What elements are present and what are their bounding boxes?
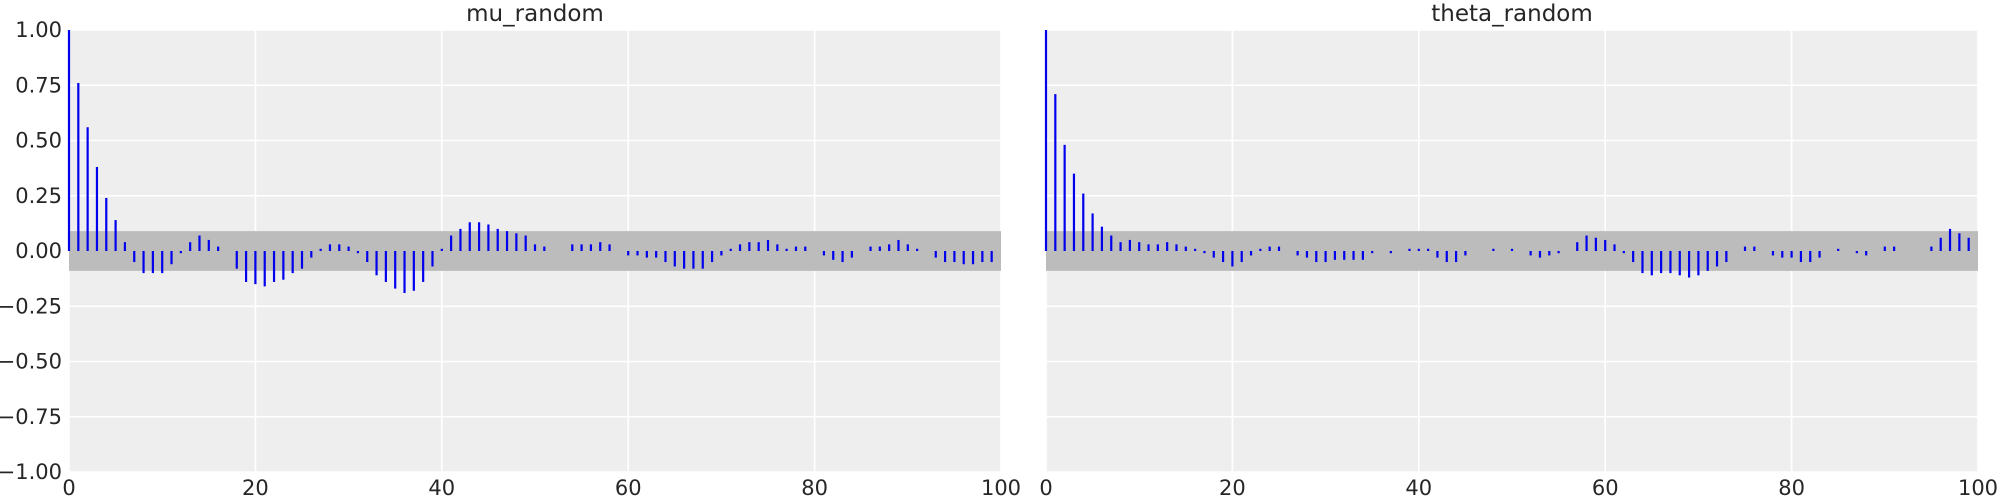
x-tick-label: 100 — [1958, 476, 1998, 500]
y-tick-label: −0.50 — [0, 350, 62, 374]
x-tick-label: 60 — [615, 476, 642, 500]
y-tick-label: 0.50 — [15, 129, 62, 153]
x-tick-label: 40 — [428, 476, 455, 500]
y-tick-label: 1.00 — [15, 18, 62, 42]
x-tick-label: 80 — [1778, 476, 1805, 500]
x-tick-label: 20 — [242, 476, 269, 500]
x-tick-labels: 0 20 40 60 80 100 — [1039, 476, 1998, 500]
x-tick-label: 20 — [1219, 476, 1246, 500]
x-tick-label: 40 — [1405, 476, 1432, 500]
y-tick-label: −0.25 — [0, 294, 62, 318]
x-tick-label: 60 — [1592, 476, 1619, 500]
x-tick-labels: 0 20 40 60 80 100 — [62, 476, 1021, 500]
y-tick-label: 0.00 — [15, 239, 62, 263]
y-tick-label: −1.00 — [0, 460, 62, 484]
y-tick-label: 0.25 — [15, 184, 62, 208]
y-tick-label: 0.75 — [15, 73, 62, 97]
acf-bars — [67, 30, 993, 293]
x-tick-label: 100 — [981, 476, 1021, 500]
x-tick-label: 80 — [801, 476, 828, 500]
chart-title: mu_random — [466, 1, 604, 27]
acf-panel-mu-random: 0 20 40 60 80 100 −1.00 −0.75 −0.50 −0.25 0.00 0.2… — [0, 1, 1021, 500]
x-tick-label: 0 — [1039, 476, 1052, 500]
chart-title: theta_random — [1431, 1, 1593, 27]
x-tick-label: 0 — [62, 476, 75, 500]
acf-panel-theta-random: 0 20 40 60 80 100 theta_random — [1039, 1, 1998, 500]
y-tick-label: −0.75 — [0, 405, 62, 429]
acf-bars — [1044, 30, 1970, 278]
y-tick-labels: −1.00 −0.75 −0.50 −0.25 0.00 0.25 0.50 0.75 1.00 — [0, 18, 62, 484]
